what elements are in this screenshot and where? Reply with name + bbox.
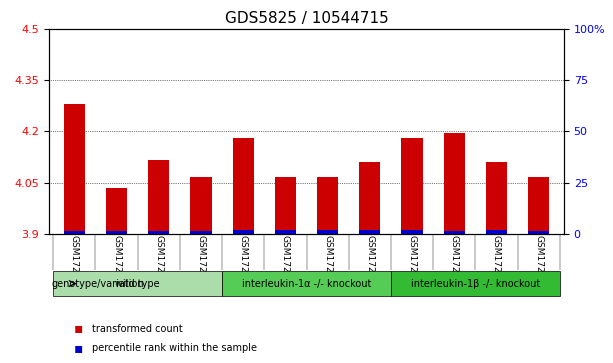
Bar bbox=[444, 231, 465, 234]
Text: GSM1723405: GSM1723405 bbox=[408, 236, 416, 296]
Bar bbox=[317, 178, 338, 234]
Bar bbox=[402, 230, 422, 234]
Text: ▪: ▪ bbox=[74, 322, 83, 335]
Bar bbox=[359, 162, 380, 234]
FancyBboxPatch shape bbox=[222, 271, 391, 296]
Bar bbox=[528, 231, 549, 234]
Text: GSM1723408: GSM1723408 bbox=[534, 236, 543, 296]
Text: GSM1723403: GSM1723403 bbox=[323, 236, 332, 296]
FancyBboxPatch shape bbox=[391, 271, 560, 296]
Bar bbox=[359, 230, 380, 234]
Bar bbox=[233, 230, 254, 234]
Bar bbox=[106, 188, 127, 234]
Text: GSM1723398: GSM1723398 bbox=[112, 236, 121, 296]
Text: GSM1723402: GSM1723402 bbox=[281, 236, 290, 296]
Text: wild type: wild type bbox=[115, 278, 160, 289]
Bar bbox=[444, 133, 465, 234]
Bar bbox=[275, 178, 296, 234]
Text: percentile rank within the sample: percentile rank within the sample bbox=[92, 343, 257, 354]
Text: GSM1723401: GSM1723401 bbox=[238, 236, 248, 296]
Bar bbox=[106, 231, 127, 234]
Text: GSM1723407: GSM1723407 bbox=[492, 236, 501, 296]
Text: transformed count: transformed count bbox=[92, 323, 183, 334]
Text: GSM1723397: GSM1723397 bbox=[70, 236, 79, 296]
Bar bbox=[528, 178, 549, 234]
Bar bbox=[191, 231, 211, 234]
Text: interleukin-1α -/- knockout: interleukin-1α -/- knockout bbox=[242, 278, 371, 289]
Bar bbox=[486, 230, 507, 234]
Bar bbox=[191, 178, 211, 234]
Bar bbox=[148, 231, 169, 234]
Text: genotype/variation: genotype/variation bbox=[51, 278, 144, 289]
Text: ▪: ▪ bbox=[74, 342, 83, 355]
FancyBboxPatch shape bbox=[53, 271, 222, 296]
Text: interleukin-1β -/- knockout: interleukin-1β -/- knockout bbox=[411, 278, 540, 289]
Bar bbox=[402, 138, 422, 234]
Bar bbox=[64, 104, 85, 234]
Text: GSM1723400: GSM1723400 bbox=[197, 236, 205, 296]
Bar bbox=[233, 138, 254, 234]
Bar bbox=[275, 230, 296, 234]
Bar bbox=[317, 230, 338, 234]
Text: GSM1723404: GSM1723404 bbox=[365, 236, 375, 296]
Text: GSM1723406: GSM1723406 bbox=[450, 236, 459, 296]
Title: GDS5825 / 10544715: GDS5825 / 10544715 bbox=[224, 12, 389, 26]
Bar bbox=[486, 162, 507, 234]
Bar bbox=[148, 160, 169, 234]
Bar bbox=[64, 231, 85, 234]
Text: GSM1723399: GSM1723399 bbox=[154, 236, 163, 296]
